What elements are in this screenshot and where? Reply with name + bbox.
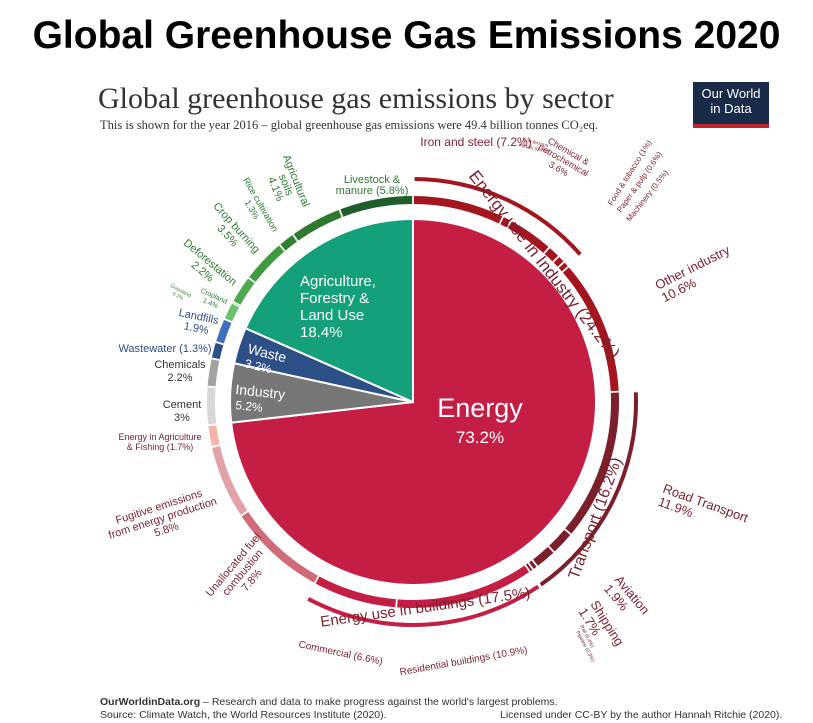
subsector-label-energy-in-agriculture-fishing: Energy in Agriculture & Fishing (1.7%) [118, 432, 201, 452]
ring-segment-rice-cultivation [280, 235, 297, 251]
sector-value-energy: 73.2% [456, 428, 504, 447]
ring-segment-iron-and-steel [413, 196, 503, 224]
ring-segment-wastewater [211, 342, 224, 360]
ring-segment-agricultural-soils [293, 209, 342, 241]
ring-segment-aviation [549, 529, 571, 552]
subsector-label-cement: Cement 3% [163, 399, 202, 424]
sector-value-waste: 3.2% [243, 356, 273, 376]
subsector-label-grassland: Grassland0.1% [166, 283, 192, 304]
sector-label-industry: Industry [235, 381, 286, 402]
footer-license: Licensed under CC-BY by the author Hanna… [500, 709, 783, 721]
ring-segment-cropland [224, 303, 240, 322]
subsector-label-wastewater: Wastewater (1.3%) [118, 343, 211, 355]
our-world-in-data-logo[interactable]: Our World in Data [693, 82, 769, 128]
ring-segment-cement [207, 387, 217, 425]
sector-label-energy: Energy [437, 393, 523, 423]
sector-label-afolu: Agriculture, Forestry & Land Use 18.4% [300, 273, 376, 341]
subsector-label-residential-buildings: Residential buildings (10.9%) [399, 645, 528, 678]
ring-segment-chemical-petrochemical [508, 221, 549, 253]
footer-site-link[interactable]: OurWorldinData.org [100, 696, 201, 708]
pie-outline [229, 218, 597, 586]
subsector-label-fugitive-emissions-from-energy-production: Fugitive emissionsfrom energy production… [103, 484, 222, 553]
logo-line-1: Our World [701, 86, 761, 101]
subsector-label-commercial: Commercial (6.6%) [298, 639, 384, 668]
subsector-label-chemicals: Chemicals 2.2% [154, 359, 206, 384]
ring-segment-rail [529, 560, 537, 569]
ring-segment-machinery [558, 262, 568, 272]
ring-segment-pipeline [526, 563, 533, 572]
ring-segment-road-transport [565, 392, 619, 534]
headline: Global Greenhouse Gas Emissions 2020 [32, 14, 781, 57]
ring-segment-landfills [216, 319, 232, 344]
ring-segment-commercial [315, 576, 396, 608]
ring-segment-deforestation [233, 278, 255, 305]
ring-segment-non-ferrous-metals [500, 217, 511, 228]
ring-segment-fugitive-emissions-from-energy-production [212, 446, 248, 515]
footer-source: Source: Climate Watch, the World Resourc… [100, 709, 387, 721]
ring-segment-crop-burning [249, 245, 285, 282]
ring-segment-livestock-manure [340, 196, 413, 217]
ring-segment-chemicals [207, 359, 220, 387]
sector-value-industry: 5.2% [235, 398, 264, 415]
subsector-label-landfills: Landfills1.9% [175, 307, 220, 339]
subsector-label-iron-and-steel: Iron and steel (7.2%) [420, 135, 531, 149]
footer-credits: OurWorldinData.org – Research and data t… [100, 696, 558, 722]
ring-segment-unallocated-fuel-combustion [241, 511, 318, 583]
subsector-label-livestock-manure: Livestock & manure (5.8%) [336, 174, 409, 197]
subsector-label-road-transport: Road Transport11.9% [656, 481, 750, 539]
ring-segment-shipping [533, 546, 554, 566]
ring-segment-paper-pulp [553, 256, 564, 267]
logo-line-2: in Data [710, 101, 752, 116]
ring-segment-food-tobacco [544, 248, 559, 262]
ring-segment-grassland [232, 301, 240, 307]
ring-segment-energy-in-agriculture-fishing [208, 425, 220, 447]
chart-subtitle: This is shown for the year 2016 – global… [100, 118, 599, 132]
ring-segment-residential-buildings [397, 565, 530, 608]
subsector-label-other-industry: Other industry10.6% [653, 242, 739, 305]
bracket-transport [539, 392, 638, 587]
subsector-label-chemical-petrochemical: Chemical &petrochemical3.6% [532, 133, 596, 187]
footer-tagline: – Research and data to make progress aga… [200, 696, 558, 708]
ring-segment-other-industry [562, 267, 619, 392]
chart-title: Global greenhouse gas emissions by secto… [98, 82, 614, 115]
subsector-label-cropland: Cropland1.4% [196, 287, 228, 313]
